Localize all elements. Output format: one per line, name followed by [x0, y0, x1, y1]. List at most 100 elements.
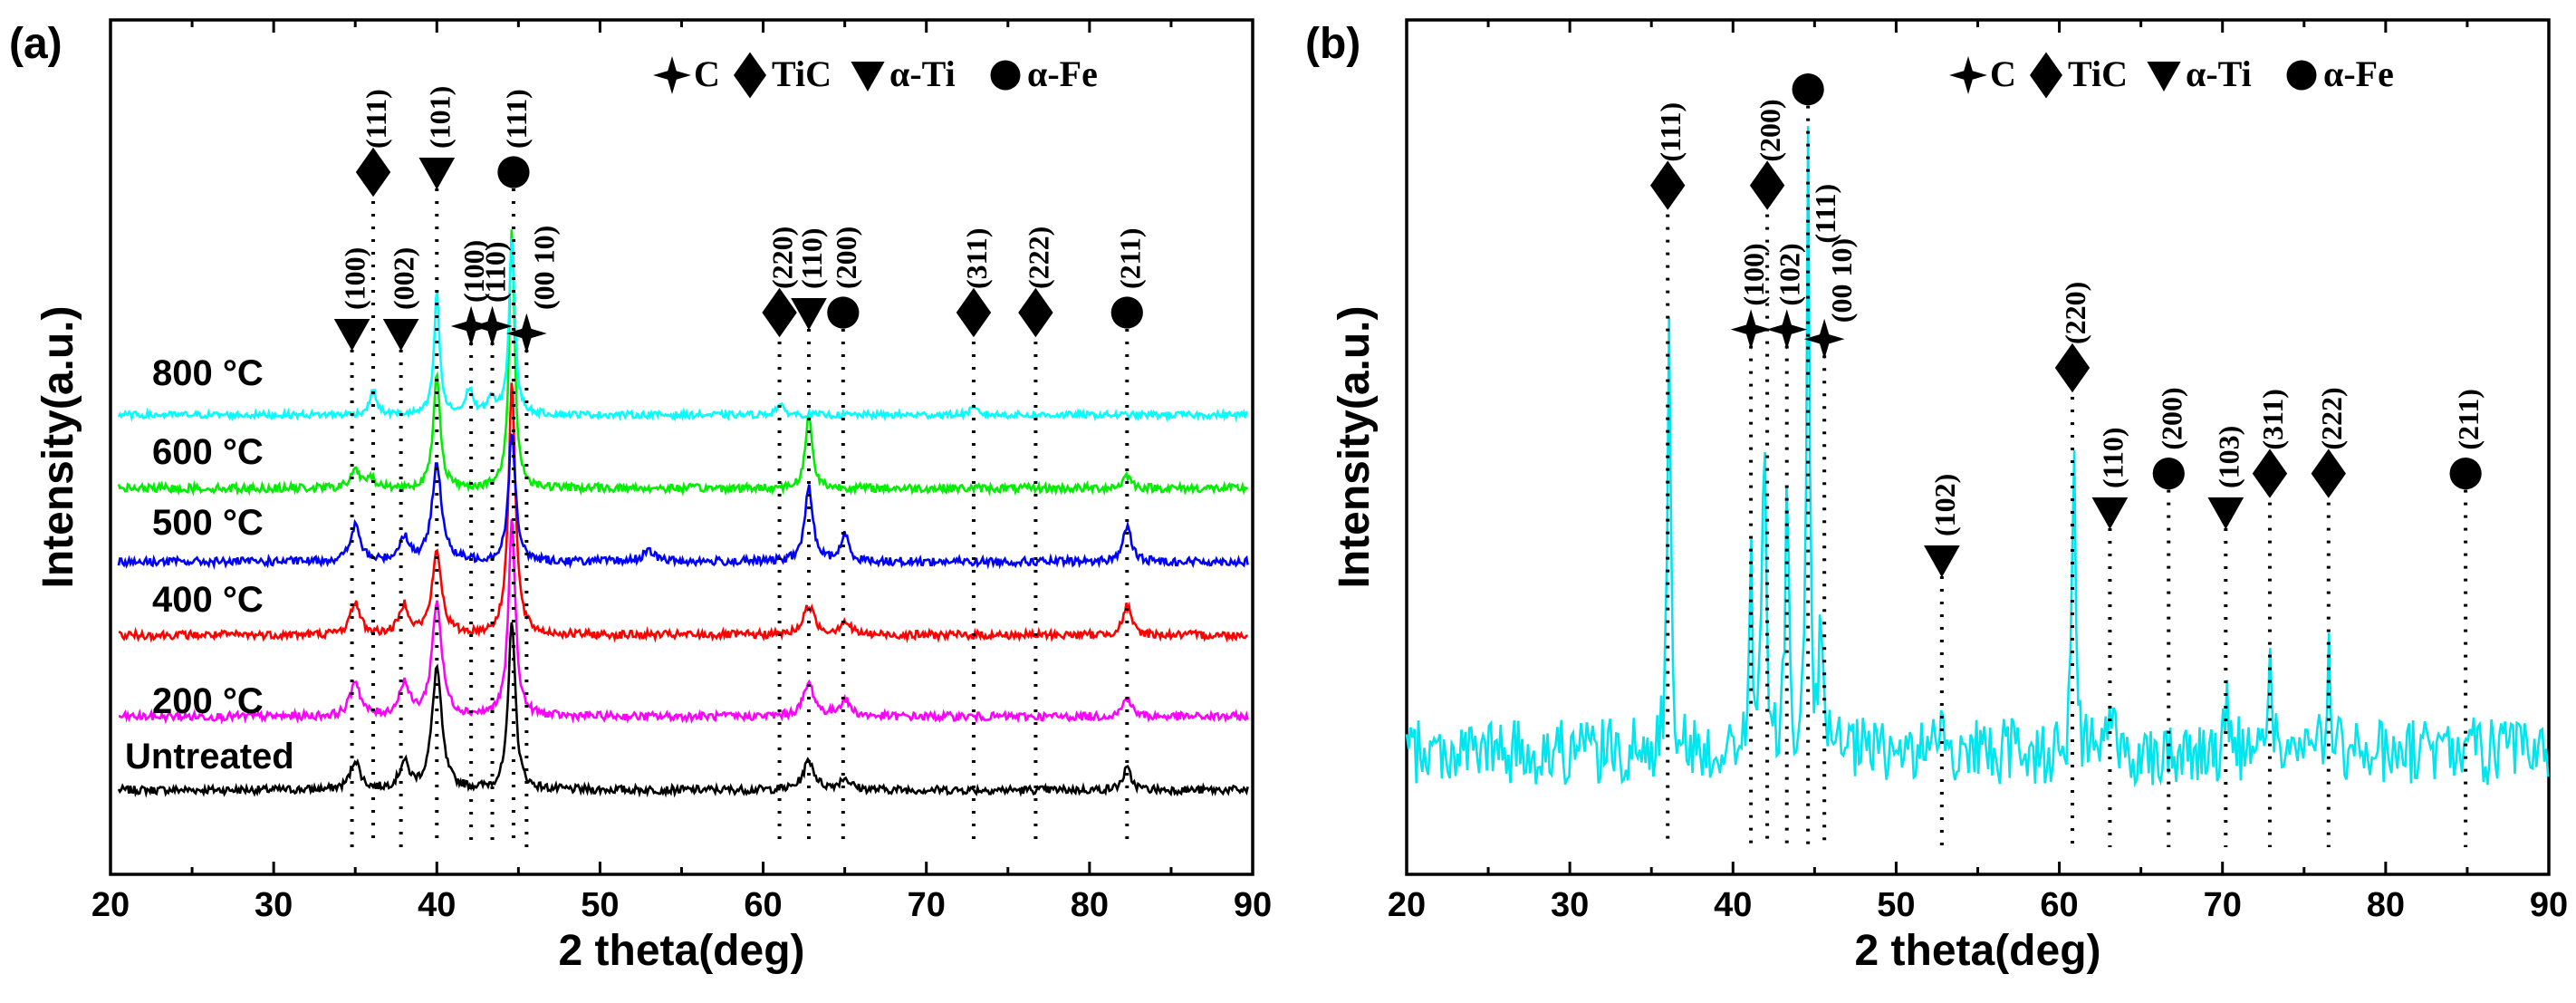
diamond-marker	[2054, 342, 2091, 393]
x-axis-title: 2 theta(deg)	[1854, 927, 2100, 975]
hkl-label: (00 10)	[1825, 238, 1858, 323]
triangle-down-marker	[2207, 497, 2244, 530]
x-tick-label: 30	[1551, 886, 1589, 924]
x-tick-label: 80	[2367, 886, 2405, 924]
diamond-marker	[2311, 448, 2347, 498]
triangle-down-marker	[418, 158, 456, 190]
hkl-label: (102)	[1928, 474, 1961, 536]
circle-marker	[2449, 457, 2482, 490]
star-marker	[472, 305, 513, 347]
hkl-label: (200)	[2155, 387, 2187, 449]
series-label: 800 °C	[152, 353, 264, 393]
diamond-marker	[2252, 448, 2288, 498]
hkl-label: (101)	[423, 86, 456, 149]
hkl-label: (311)	[2256, 389, 2289, 450]
hkl-label: (222)	[2315, 387, 2348, 449]
hkl-label: (100)	[339, 247, 371, 310]
diamond-marker	[956, 287, 992, 338]
x-tick-label: 60	[744, 886, 782, 924]
x-tick-label: 80	[1071, 886, 1109, 924]
star-marker	[450, 305, 492, 347]
star-marker	[1766, 309, 1808, 350]
hkl-label: (220)	[766, 227, 799, 289]
hkl-label: (102)	[1773, 243, 1806, 305]
x-tick-label: 50	[581, 886, 619, 924]
diamond-marker	[355, 147, 391, 198]
x-tick-label: 70	[908, 886, 946, 924]
legend-label: α-Ti	[2186, 53, 2252, 94]
circle-marker	[1792, 73, 1824, 106]
hkl-label: (110)	[795, 227, 828, 289]
panel-label: (b)	[1305, 20, 1360, 68]
hkl-label: (111)	[1654, 102, 1687, 162]
legend-label: α-Fe	[1027, 53, 1098, 94]
x-tick-label: 30	[255, 886, 293, 924]
hkl-label: (00 10)	[527, 226, 560, 310]
series-label: Untreated	[125, 737, 294, 776]
hkl-label: (311)	[960, 227, 993, 289]
series-line	[119, 382, 1248, 644]
x-tick-label: 90	[2530, 886, 2568, 924]
legend: C TiC α-Ti α-Fe	[1949, 52, 2394, 99]
circle-legend-icon	[2286, 60, 2317, 91]
hkl-label: (211)	[1113, 227, 1146, 289]
circle-marker	[1110, 296, 1143, 329]
hkl-label: (220)	[2059, 282, 2091, 344]
legend: C TiC α-Ti α-Fe	[653, 52, 1098, 99]
series-label: 500 °C	[152, 503, 264, 543]
triangle-down-marker	[333, 319, 370, 352]
series-label: 600 °C	[152, 432, 264, 472]
series-label: 200 °C	[152, 681, 264, 721]
legend-label: C	[694, 53, 720, 94]
diamond-marker	[1650, 160, 1686, 210]
hkl-label: (211)	[2452, 389, 2485, 450]
circle-marker	[827, 296, 860, 329]
series-line	[117, 432, 1249, 571]
hkl-label: (200)	[1754, 99, 1786, 161]
legend-label: α-Ti	[889, 53, 956, 94]
x-tick-label: 40	[418, 886, 456, 924]
star-legend-icon	[1949, 56, 1987, 94]
circle-marker	[497, 156, 530, 188]
hkl-label: (100)	[457, 240, 490, 303]
triangle-down-marker	[1924, 545, 1960, 578]
legend-label: TiC	[772, 53, 831, 94]
diamond-legend-icon	[734, 52, 766, 99]
hkl-label: (100)	[1737, 243, 1770, 305]
series-line	[117, 229, 1249, 497]
diamond-marker	[1749, 160, 1785, 210]
hkl-label: (222)	[1022, 227, 1054, 289]
star-legend-icon	[653, 56, 691, 94]
diamond-marker	[762, 287, 797, 338]
y-axis-title: Intensity(a.u.)	[34, 305, 82, 588]
series-line	[1405, 126, 2550, 788]
y-axis-title: Intensity(a.u.)	[1331, 305, 1379, 588]
triangle-down-legend-icon	[851, 62, 885, 92]
star-marker	[505, 313, 547, 354]
x-tick-label: 70	[2204, 886, 2242, 924]
legend-label: C	[1990, 53, 2016, 94]
panel-b-chart: 20 30 40 50 60 70 80 90 2 theta(deg) Intensity(a.…	[1305, 18, 2568, 975]
triangle-down-marker	[791, 298, 827, 331]
x-tick-label: 60	[2040, 886, 2078, 924]
hkl-label: (111)	[1809, 184, 1841, 244]
hkl-label: (002)	[388, 247, 420, 310]
series-line	[117, 237, 1249, 423]
diamond-legend-icon	[2030, 52, 2062, 99]
panel-label: (a)	[9, 20, 62, 68]
x-tick-label: 40	[1714, 886, 1752, 924]
hkl-label: (111)	[500, 89, 533, 149]
x-axis-title: 2 theta(deg)	[558, 927, 804, 975]
triangle-down-marker	[382, 319, 419, 352]
hkl-label: (103)	[2212, 426, 2244, 488]
hkl-label: (111)	[360, 89, 392, 149]
series-line	[119, 519, 1249, 725]
panel-a-chart: 20 30 40 50 60 70 80 90 2 theta(deg) Intensity(a.…	[9, 18, 1272, 975]
triangle-down-marker	[2091, 497, 2129, 530]
star-marker	[1803, 318, 1845, 360]
circle-legend-icon	[990, 60, 1021, 91]
diamond-marker	[1018, 287, 1053, 338]
legend-label: TiC	[2068, 53, 2128, 94]
hkl-label: (110)	[2096, 427, 2129, 488]
